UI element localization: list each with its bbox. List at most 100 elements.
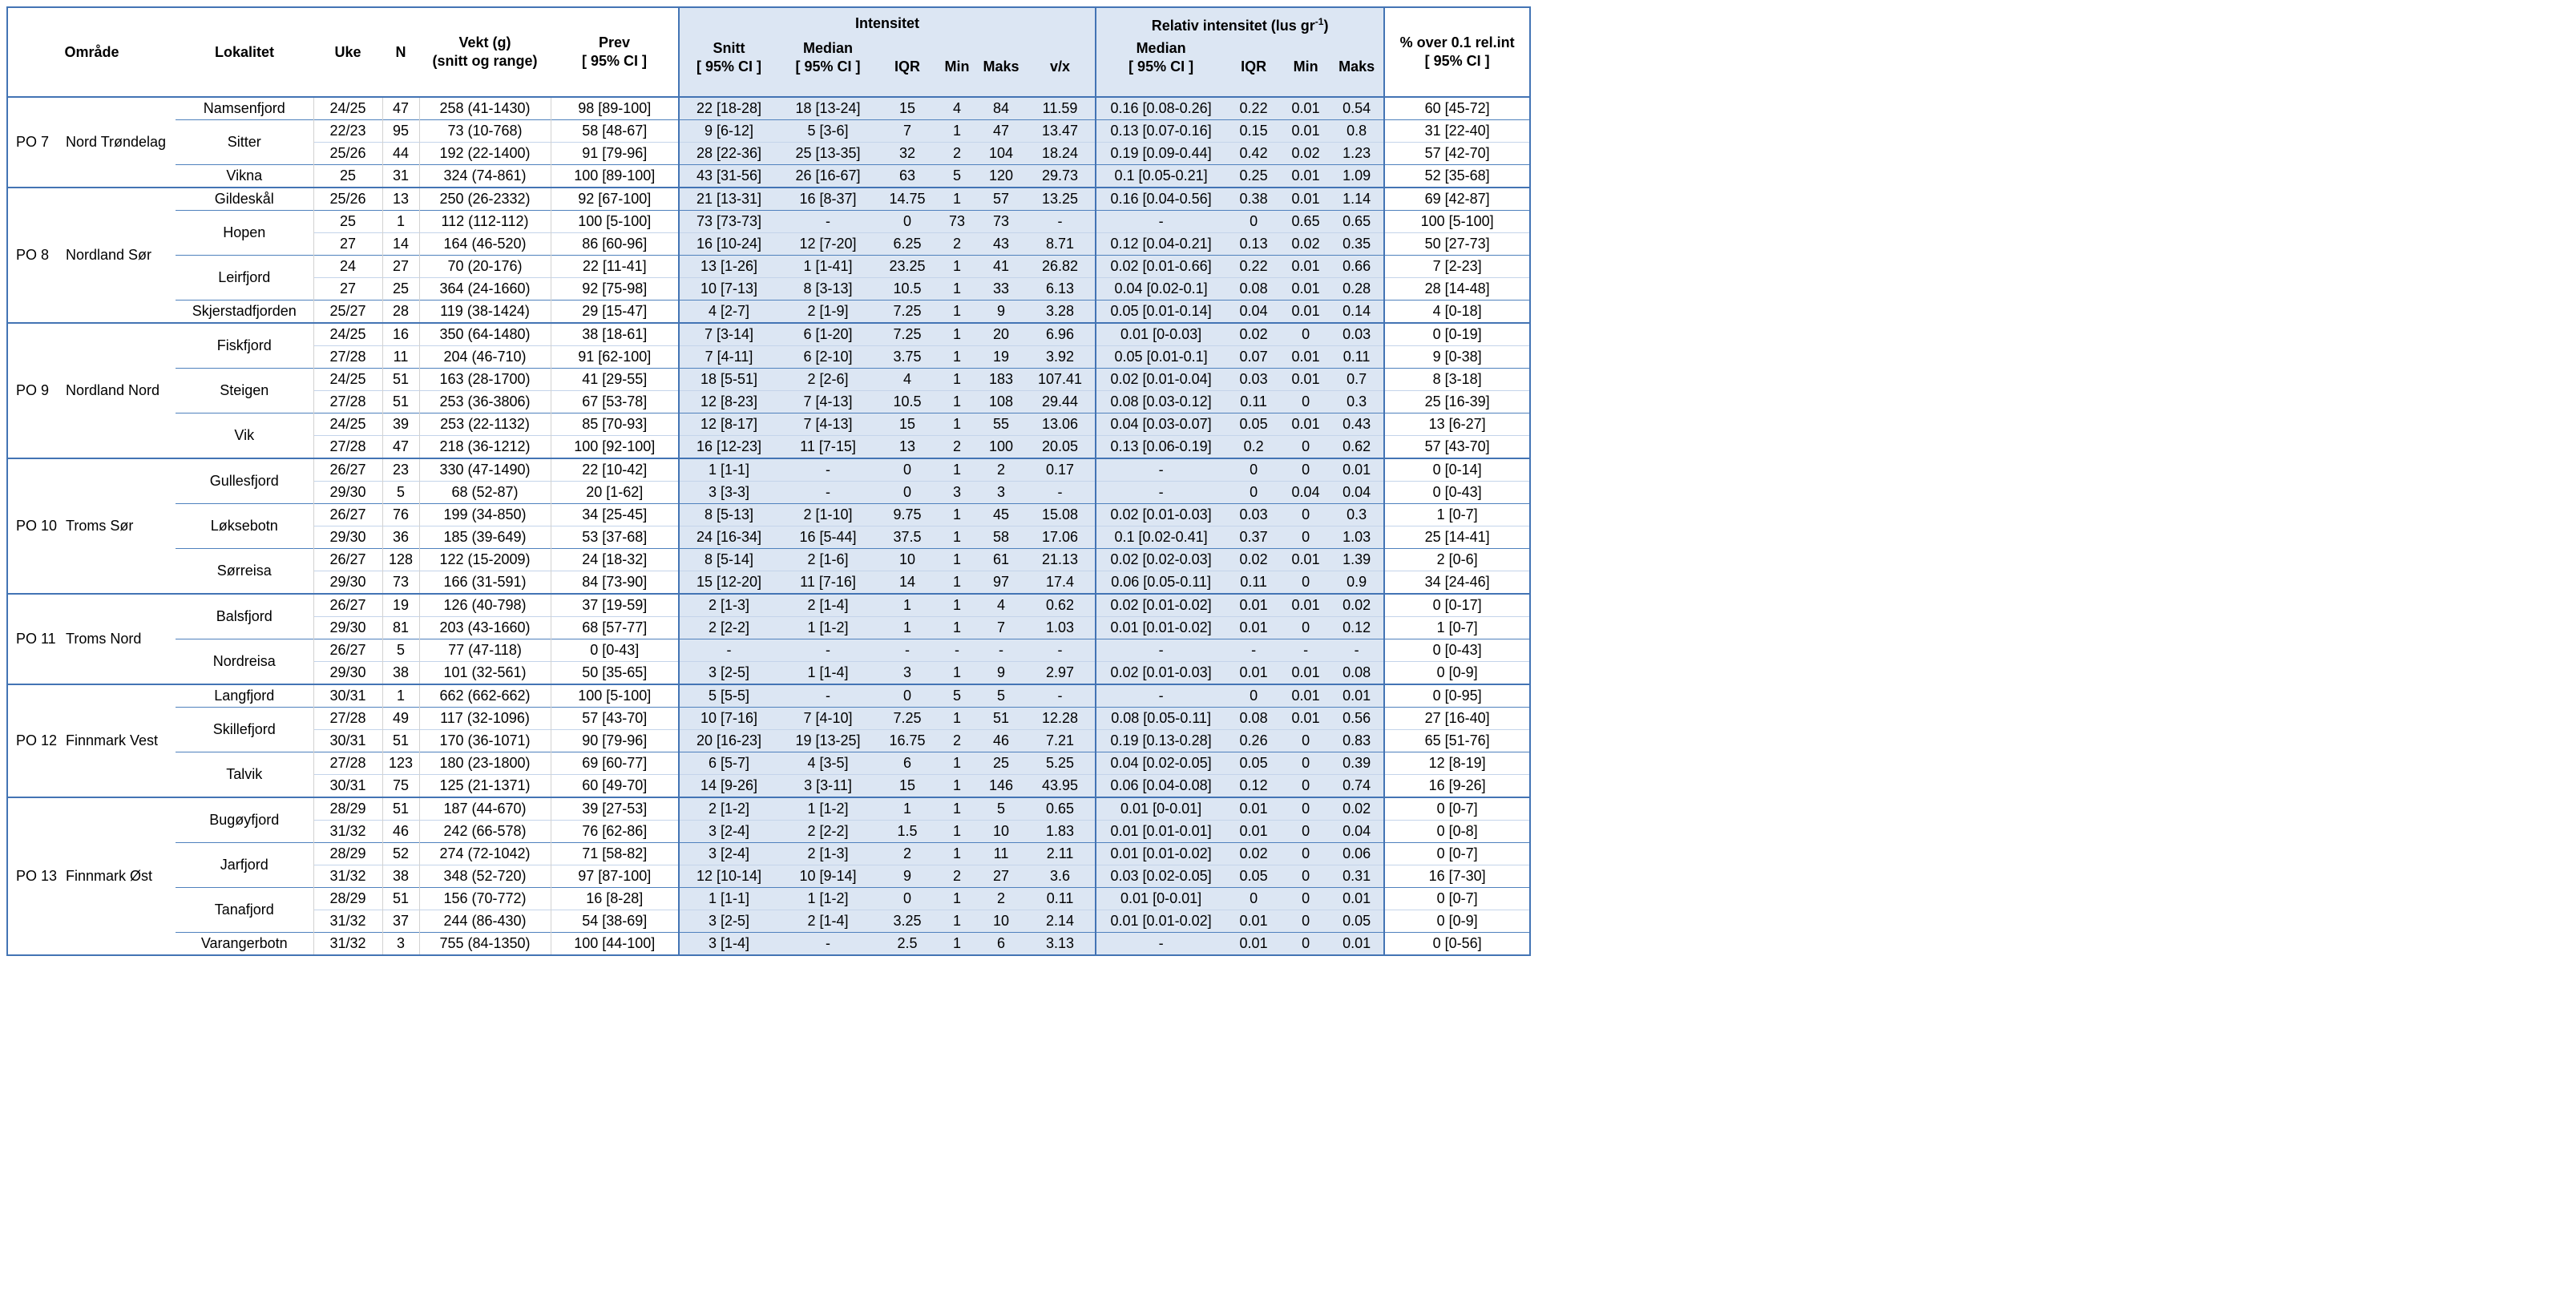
cell-rel-iqr: 0.42	[1225, 142, 1282, 165]
cell-prev: 20 [1-62]	[550, 481, 679, 504]
cell-int-snitt: 8 [5-14]	[678, 548, 778, 571]
cell-prev: 50 [35-65]	[550, 661, 679, 684]
cell-rel-maks: 0.35	[1330, 232, 1385, 256]
cell-int-iqr: 1	[878, 593, 937, 617]
cell-pct-over: 0 [0-95]	[1383, 684, 1531, 708]
cell-prev: 90 [79-96]	[550, 729, 679, 752]
cell-int-maks: 46	[977, 729, 1025, 752]
cell-lokalitet: Løksebotn	[176, 503, 313, 549]
col-header-int-snitt: Snitt [ 95% CI ]	[678, 39, 778, 98]
cell-rel-min: 0	[1282, 616, 1330, 639]
cell-rel-median: 0.02 [0.01-0.66]	[1095, 255, 1226, 278]
cell-int-maks: 51	[977, 707, 1025, 730]
cell-int-iqr: 7.25	[878, 300, 937, 323]
cell-vx: 1.03	[1025, 616, 1096, 639]
cell-vekt: 204 (46-710)	[418, 345, 551, 369]
cell-pct-over: 69 [42-87]	[1383, 187, 1531, 211]
cell-lokalitet: Nordreisa	[176, 639, 313, 684]
cell-int-iqr: 3.75	[878, 345, 937, 369]
cell-vx: 18.24	[1025, 142, 1096, 165]
cell-pct-over: 8 [3-18]	[1383, 368, 1531, 391]
cell-rel-min: 0.04	[1282, 481, 1330, 504]
cell-int-maks: 7	[977, 616, 1025, 639]
cell-rel-median: 0.04 [0.02-0.05]	[1095, 752, 1226, 775]
cell-rel-iqr: 0.07	[1225, 345, 1282, 369]
cell-rel-maks: 1.03	[1330, 526, 1385, 549]
cell-int-maks: 3	[977, 481, 1025, 504]
cell-uke: 29/30	[313, 661, 382, 684]
cell-n: 5	[382, 481, 419, 504]
cell-prev: 85 [70-93]	[550, 413, 679, 436]
col-header-pct-over: % over 0.1 rel.int [ 95% CI ]	[1383, 7, 1531, 98]
cell-int-min: 1	[937, 277, 977, 301]
cell-uke: 30/31	[313, 684, 382, 708]
cell-int-min: 1	[937, 119, 977, 143]
cell-int-maks: 84	[977, 96, 1025, 120]
cell-rel-iqr: 0.08	[1225, 277, 1282, 301]
cell-omrade: PO 7 Nord Trøndelag	[7, 96, 176, 188]
cell-rel-min: 0.01	[1282, 255, 1330, 278]
cell-n: 5	[382, 639, 419, 662]
cell-uke: 29/30	[313, 526, 382, 549]
cell-vekt: 68 (52-87)	[418, 481, 551, 504]
cell-rel-min: 0	[1282, 322, 1330, 346]
cell-int-median: 6 [2-10]	[778, 345, 878, 369]
cell-int-min: 1	[937, 300, 977, 323]
cell-int-iqr: 0	[878, 887, 937, 910]
cell-rel-min: 0.01	[1282, 368, 1330, 391]
cell-int-min: 1	[937, 187, 977, 211]
table-row: PO 7 Nord Trøndelag Namsenfjord 24/25 47 258 …	[7, 96, 1531, 188]
cell-int-min: 3	[937, 481, 977, 504]
cell-vekt: 126 (40-798)	[418, 593, 551, 617]
cell-rel-median: 0.02 [0.01-0.02]	[1095, 593, 1226, 617]
col-header-int-maks: Maks	[977, 39, 1025, 98]
cell-prev: 58 [48-67]	[550, 119, 679, 143]
cell-vekt: 187 (44-670)	[418, 797, 551, 821]
cell-int-min: 2	[937, 729, 977, 752]
cell-rel-iqr: 0.01	[1225, 797, 1282, 821]
cell-rel-maks: 0.56	[1330, 707, 1385, 730]
cell-rel-iqr: 0	[1225, 458, 1282, 482]
cell-int-min: 2	[937, 142, 977, 165]
cell-int-iqr: 32	[878, 142, 937, 165]
area-name-label: Nordland Nord	[66, 382, 160, 398]
cell-n: 28	[382, 300, 419, 323]
cell-int-snitt: 2 [1-3]	[678, 593, 778, 617]
col-header-pct-line2: [ 95% CI ]	[1424, 53, 1490, 69]
cell-int-snitt: 21 [13-31]	[678, 187, 778, 211]
col-header-rel-iqr: IQR	[1225, 39, 1282, 98]
cell-rel-iqr: 0	[1225, 210, 1282, 233]
cell-vekt: 662 (662-662)	[418, 684, 551, 708]
col-header-int-median: Median [ 95% CI ]	[778, 39, 878, 98]
cell-int-median: 7 [4-13]	[778, 413, 878, 436]
cell-lokalitet: Vikna	[176, 164, 313, 188]
cell-vekt: 324 (74-861)	[418, 164, 551, 188]
cell-int-maks: 73	[977, 210, 1025, 233]
cell-int-iqr: 23.25	[878, 255, 937, 278]
cell-int-median: 6 [1-20]	[778, 322, 878, 346]
cell-lokalitet: Langfjord	[176, 684, 313, 708]
header-row-sub: Snitt [ 95% CI ] Median [ 95% CI ] IQR M…	[7, 39, 1530, 98]
cell-n: 51	[382, 390, 419, 413]
cell-int-iqr: 9.75	[878, 503, 937, 526]
cell-prev: 84 [73-90]	[550, 571, 679, 594]
cell-omrade: PO 10 Troms Sør	[7, 458, 176, 594]
cell-uke: 27/28	[313, 752, 382, 775]
cell-n: 31	[382, 164, 419, 188]
cell-vekt: 166 (31-591)	[418, 571, 551, 594]
cell-rel-min: -	[1282, 639, 1330, 662]
cell-vekt: 350 (64-1480)	[418, 322, 551, 346]
table-row: 27/28 47 218 (36-1212) 100 [92-100] 16 [12-2…	[7, 435, 1531, 458]
table-row: PO 13 Finnmark Øst Bugøyfjord 28/29 51 187 (4…	[7, 797, 1531, 955]
cell-prev: 100 [5-100]	[550, 210, 679, 233]
table-row: 29/30 81 203 (43-1660) 68 [57-77] 2 [2-2] 1 […	[7, 616, 1531, 639]
cell-vekt: 348 (52-720)	[418, 865, 551, 888]
cell-rel-median: -	[1095, 684, 1226, 708]
cell-uke: 27/28	[313, 707, 382, 730]
cell-uke: 25/26	[313, 142, 382, 165]
cell-vekt: 156 (70-772)	[418, 887, 551, 910]
cell-n: 51	[382, 729, 419, 752]
cell-int-iqr: 0	[878, 210, 937, 233]
cell-rel-iqr: 0.15	[1225, 119, 1282, 143]
relativ-group-label-suffix: )	[1323, 17, 1329, 34]
